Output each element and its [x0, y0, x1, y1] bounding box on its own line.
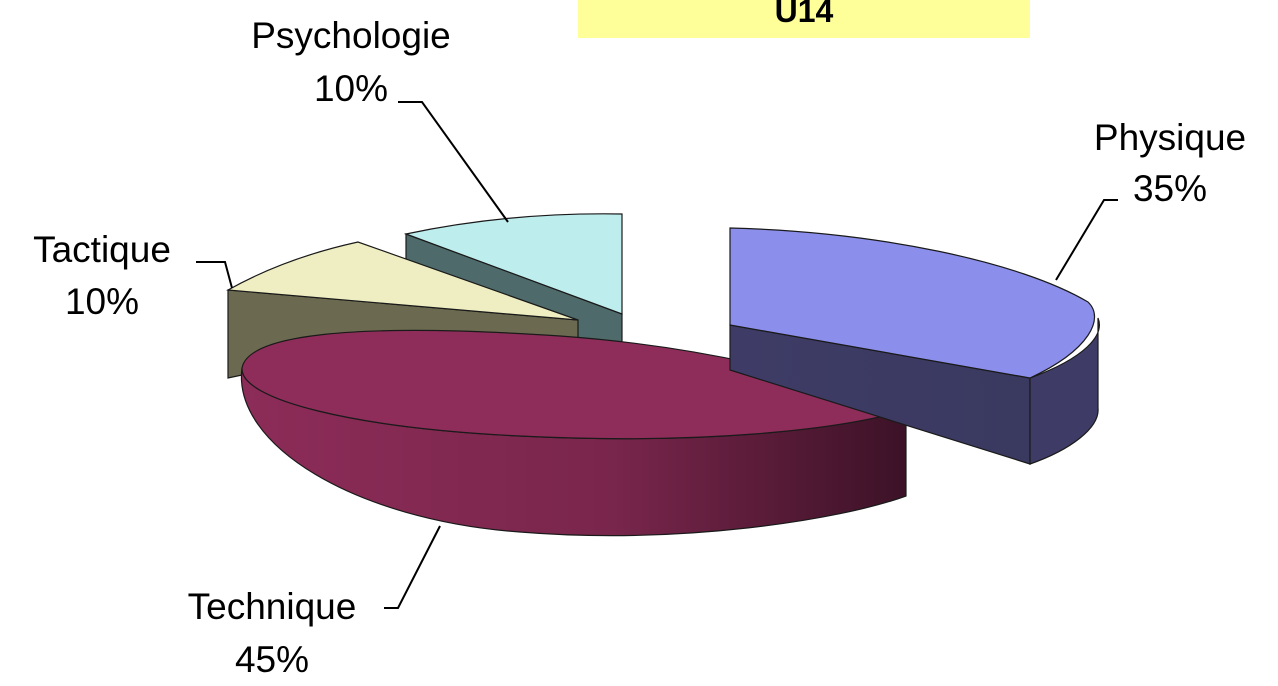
- slice-value-technique: 45%: [235, 639, 309, 680]
- pie-slice-physique: [729, 227, 1100, 465]
- chart-title: U14: [775, 0, 834, 29]
- pie-slice-tactique-top: [226, 241, 579, 321]
- pie-slice-physique-side: [1029, 317, 1100, 465]
- leader-line-technique: [384, 525, 441, 609]
- leader-line-psychologie: [398, 101, 509, 223]
- slice-value-tactique: 10%: [65, 281, 139, 322]
- pie-slice-physique-top: [729, 227, 1096, 379]
- slice-label-tactique: Tactique: [33, 229, 171, 270]
- slice-label-technique: Technique: [188, 586, 357, 627]
- pie-slice-psychologie-top: [403, 213, 623, 315]
- slice-label-physique: Physique: [1094, 117, 1246, 158]
- chart-title-box: [578, 0, 1030, 38]
- slice-value-psychologie: 10%: [314, 68, 388, 109]
- leader-line-tactique: [196, 261, 233, 289]
- pie-slice-technique: [240, 329, 908, 537]
- slice-label-psychologie: Psychologie: [251, 15, 451, 56]
- slice-value-physique: 35%: [1133, 168, 1207, 209]
- leader-line-physique: [1055, 199, 1118, 281]
